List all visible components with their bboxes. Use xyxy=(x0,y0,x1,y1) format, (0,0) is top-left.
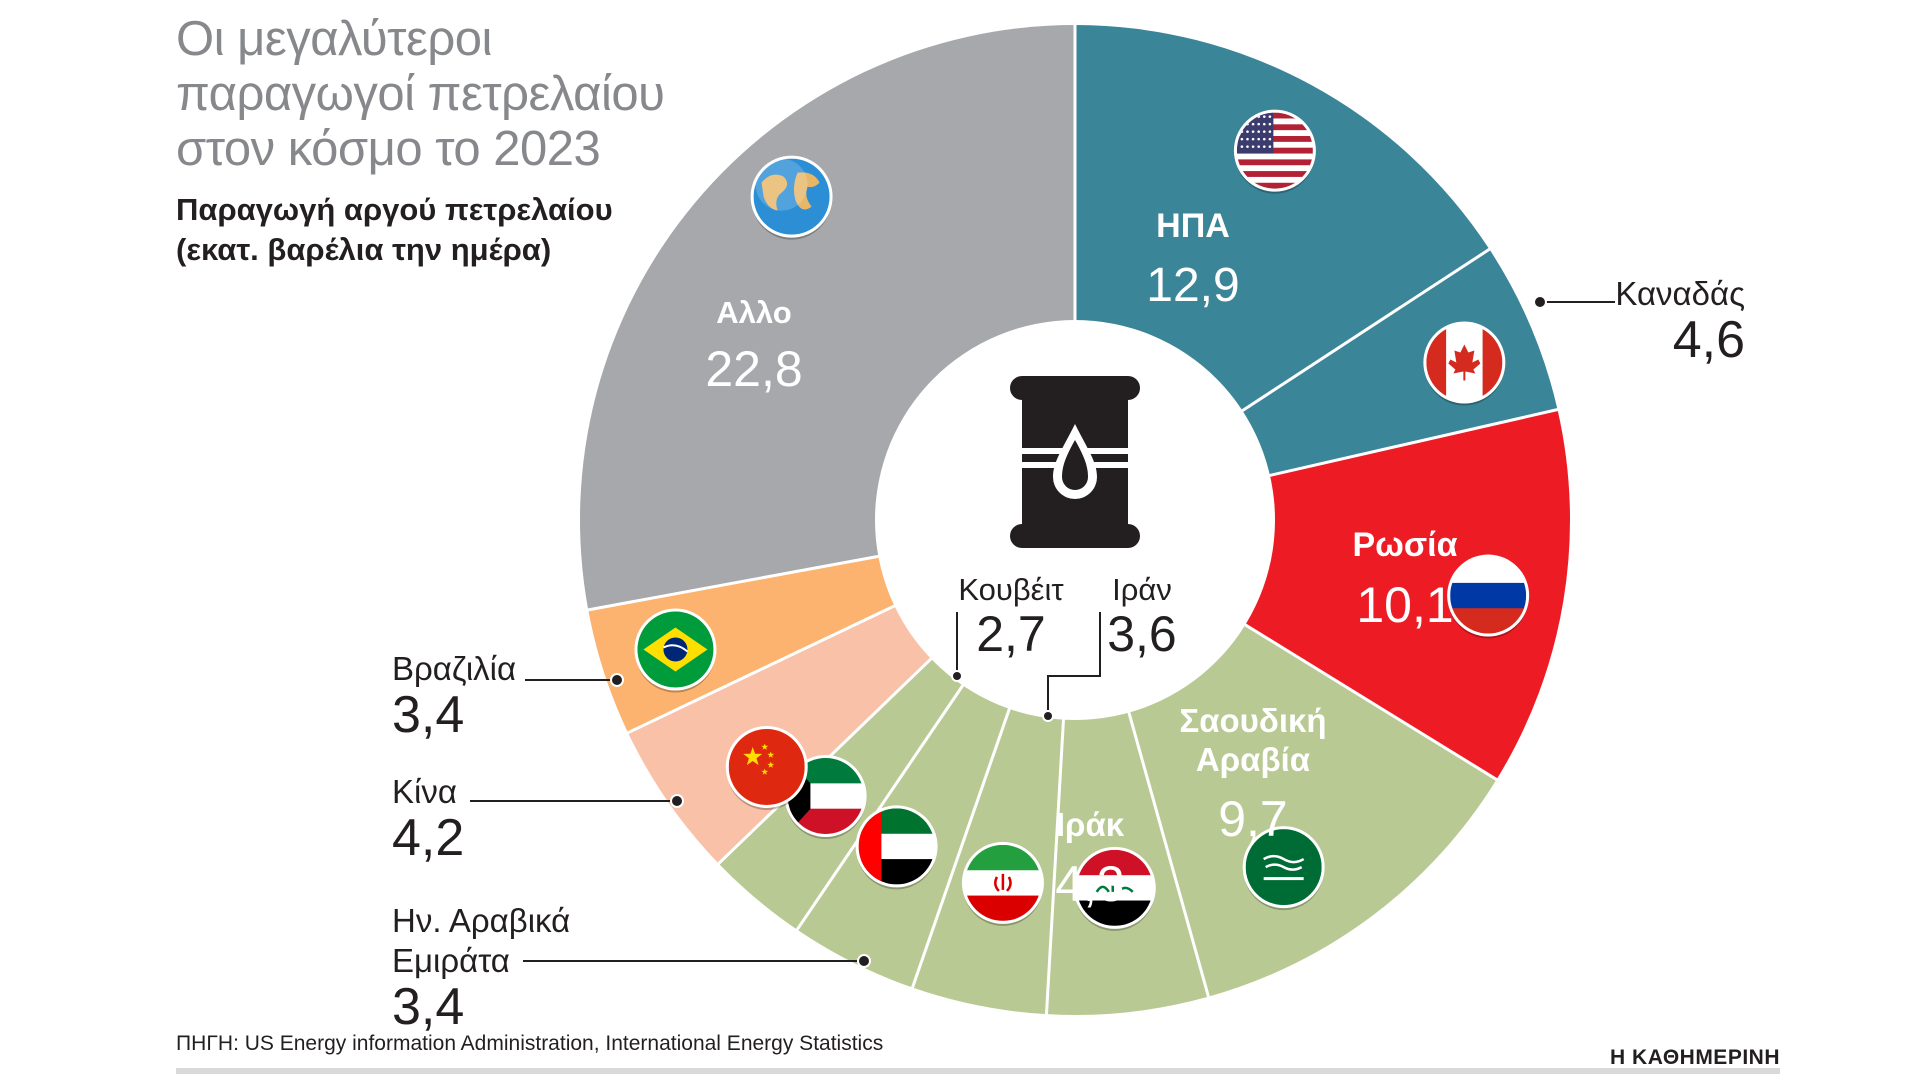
label-uae-name: Ην. Αραβικά xyxy=(392,902,570,939)
label-canada-name: Καναδάς xyxy=(1615,275,1745,312)
label-kuwait-name: Κουβέιτ xyxy=(958,572,1063,607)
label-russia-value: 10,1 xyxy=(1356,577,1453,633)
leader-dot-iran xyxy=(1042,710,1054,722)
label-china-name: Κίνα xyxy=(392,773,457,810)
slice-divider xyxy=(1239,246,1492,413)
brazil-flag xyxy=(634,608,717,693)
russia-flag xyxy=(1447,554,1530,639)
slice-divider xyxy=(1044,717,1066,1017)
label-usa-value: 12,9 xyxy=(1146,259,1239,312)
label-uae-name: Εμιράτα xyxy=(392,942,510,979)
uae-flag xyxy=(855,805,938,890)
usa-flag xyxy=(1233,109,1316,194)
label-iraq-name: Ιράκ xyxy=(1056,806,1125,843)
source-note: ΠΗΓΗ: US Energy information Administrati… xyxy=(176,1032,884,1055)
chart-title: Οι μεγαλύτεροι παραγωγοί πετρελαίου στον… xyxy=(176,12,736,177)
label-usa-name: ΗΠΑ xyxy=(1156,207,1230,245)
label-russia-name: Ρωσία xyxy=(1352,526,1457,564)
slice-divider xyxy=(794,683,966,933)
slice-divider xyxy=(1242,622,1500,782)
canada-flag xyxy=(1423,321,1506,406)
leader-dot-uae xyxy=(857,954,871,968)
title-line: Οι μεγαλύτεροι xyxy=(176,12,492,66)
slice-divider xyxy=(1267,407,1560,478)
label-other-name: Αλλο xyxy=(716,295,791,330)
label-brazil-name: Βραζιλία xyxy=(392,650,516,687)
label-saudi-name: Αραβία xyxy=(1196,741,1310,778)
globe-icon xyxy=(750,155,833,240)
label-iran-name: Ιράν xyxy=(1112,572,1172,607)
bottom-rule xyxy=(176,1068,1780,1074)
label-saudi-name: Σαουδική xyxy=(1179,702,1326,739)
subtitle-line: (εκατ. βαρέλια την ημέρα) xyxy=(176,232,552,267)
iran-flag xyxy=(961,841,1044,926)
oil-barrel-icon xyxy=(1010,376,1140,548)
leader-iran xyxy=(1047,612,1101,712)
label-brazil-value: 3,4 xyxy=(392,686,464,744)
leader-dot-brazil xyxy=(610,673,624,687)
label-canada-value: 4,6 xyxy=(1673,311,1745,369)
label-kuwait-value: 2,7 xyxy=(976,606,1046,662)
slice-divider xyxy=(1126,710,1211,999)
leader-dot-china xyxy=(670,794,684,808)
label-iran-value: 3,6 xyxy=(1107,606,1177,662)
leader-dot-canada xyxy=(1533,295,1547,309)
title-line: στον κόσμο το 2023 xyxy=(176,122,601,176)
leader-dot-kuwait xyxy=(951,670,963,682)
label-saudi-value: 9,7 xyxy=(1218,791,1288,847)
label-other-value: 22,8 xyxy=(705,341,802,397)
chart-subtitle: Παραγωγή αργού πετρελαίου (εκατ. βαρέλια… xyxy=(176,190,736,270)
saudi-flag xyxy=(1242,826,1325,911)
subtitle-line: Παραγωγή αργού πετρελαίου xyxy=(176,192,613,227)
china-flag xyxy=(725,725,808,810)
slice-divider xyxy=(910,706,1012,990)
label-china-value: 4,2 xyxy=(392,809,464,867)
slice-divider xyxy=(585,554,881,612)
label-iraq-value: 4,3 xyxy=(1055,856,1125,912)
iraq-flag xyxy=(1073,846,1156,931)
label-uae-value: 3,4 xyxy=(392,978,464,1036)
publisher-logo: Η ΚΑΘΗΜΕΡΙΝΗ xyxy=(1610,1046,1780,1069)
title-line: παραγωγοί πετρελαίου xyxy=(176,67,665,121)
slice-divider xyxy=(625,603,897,735)
